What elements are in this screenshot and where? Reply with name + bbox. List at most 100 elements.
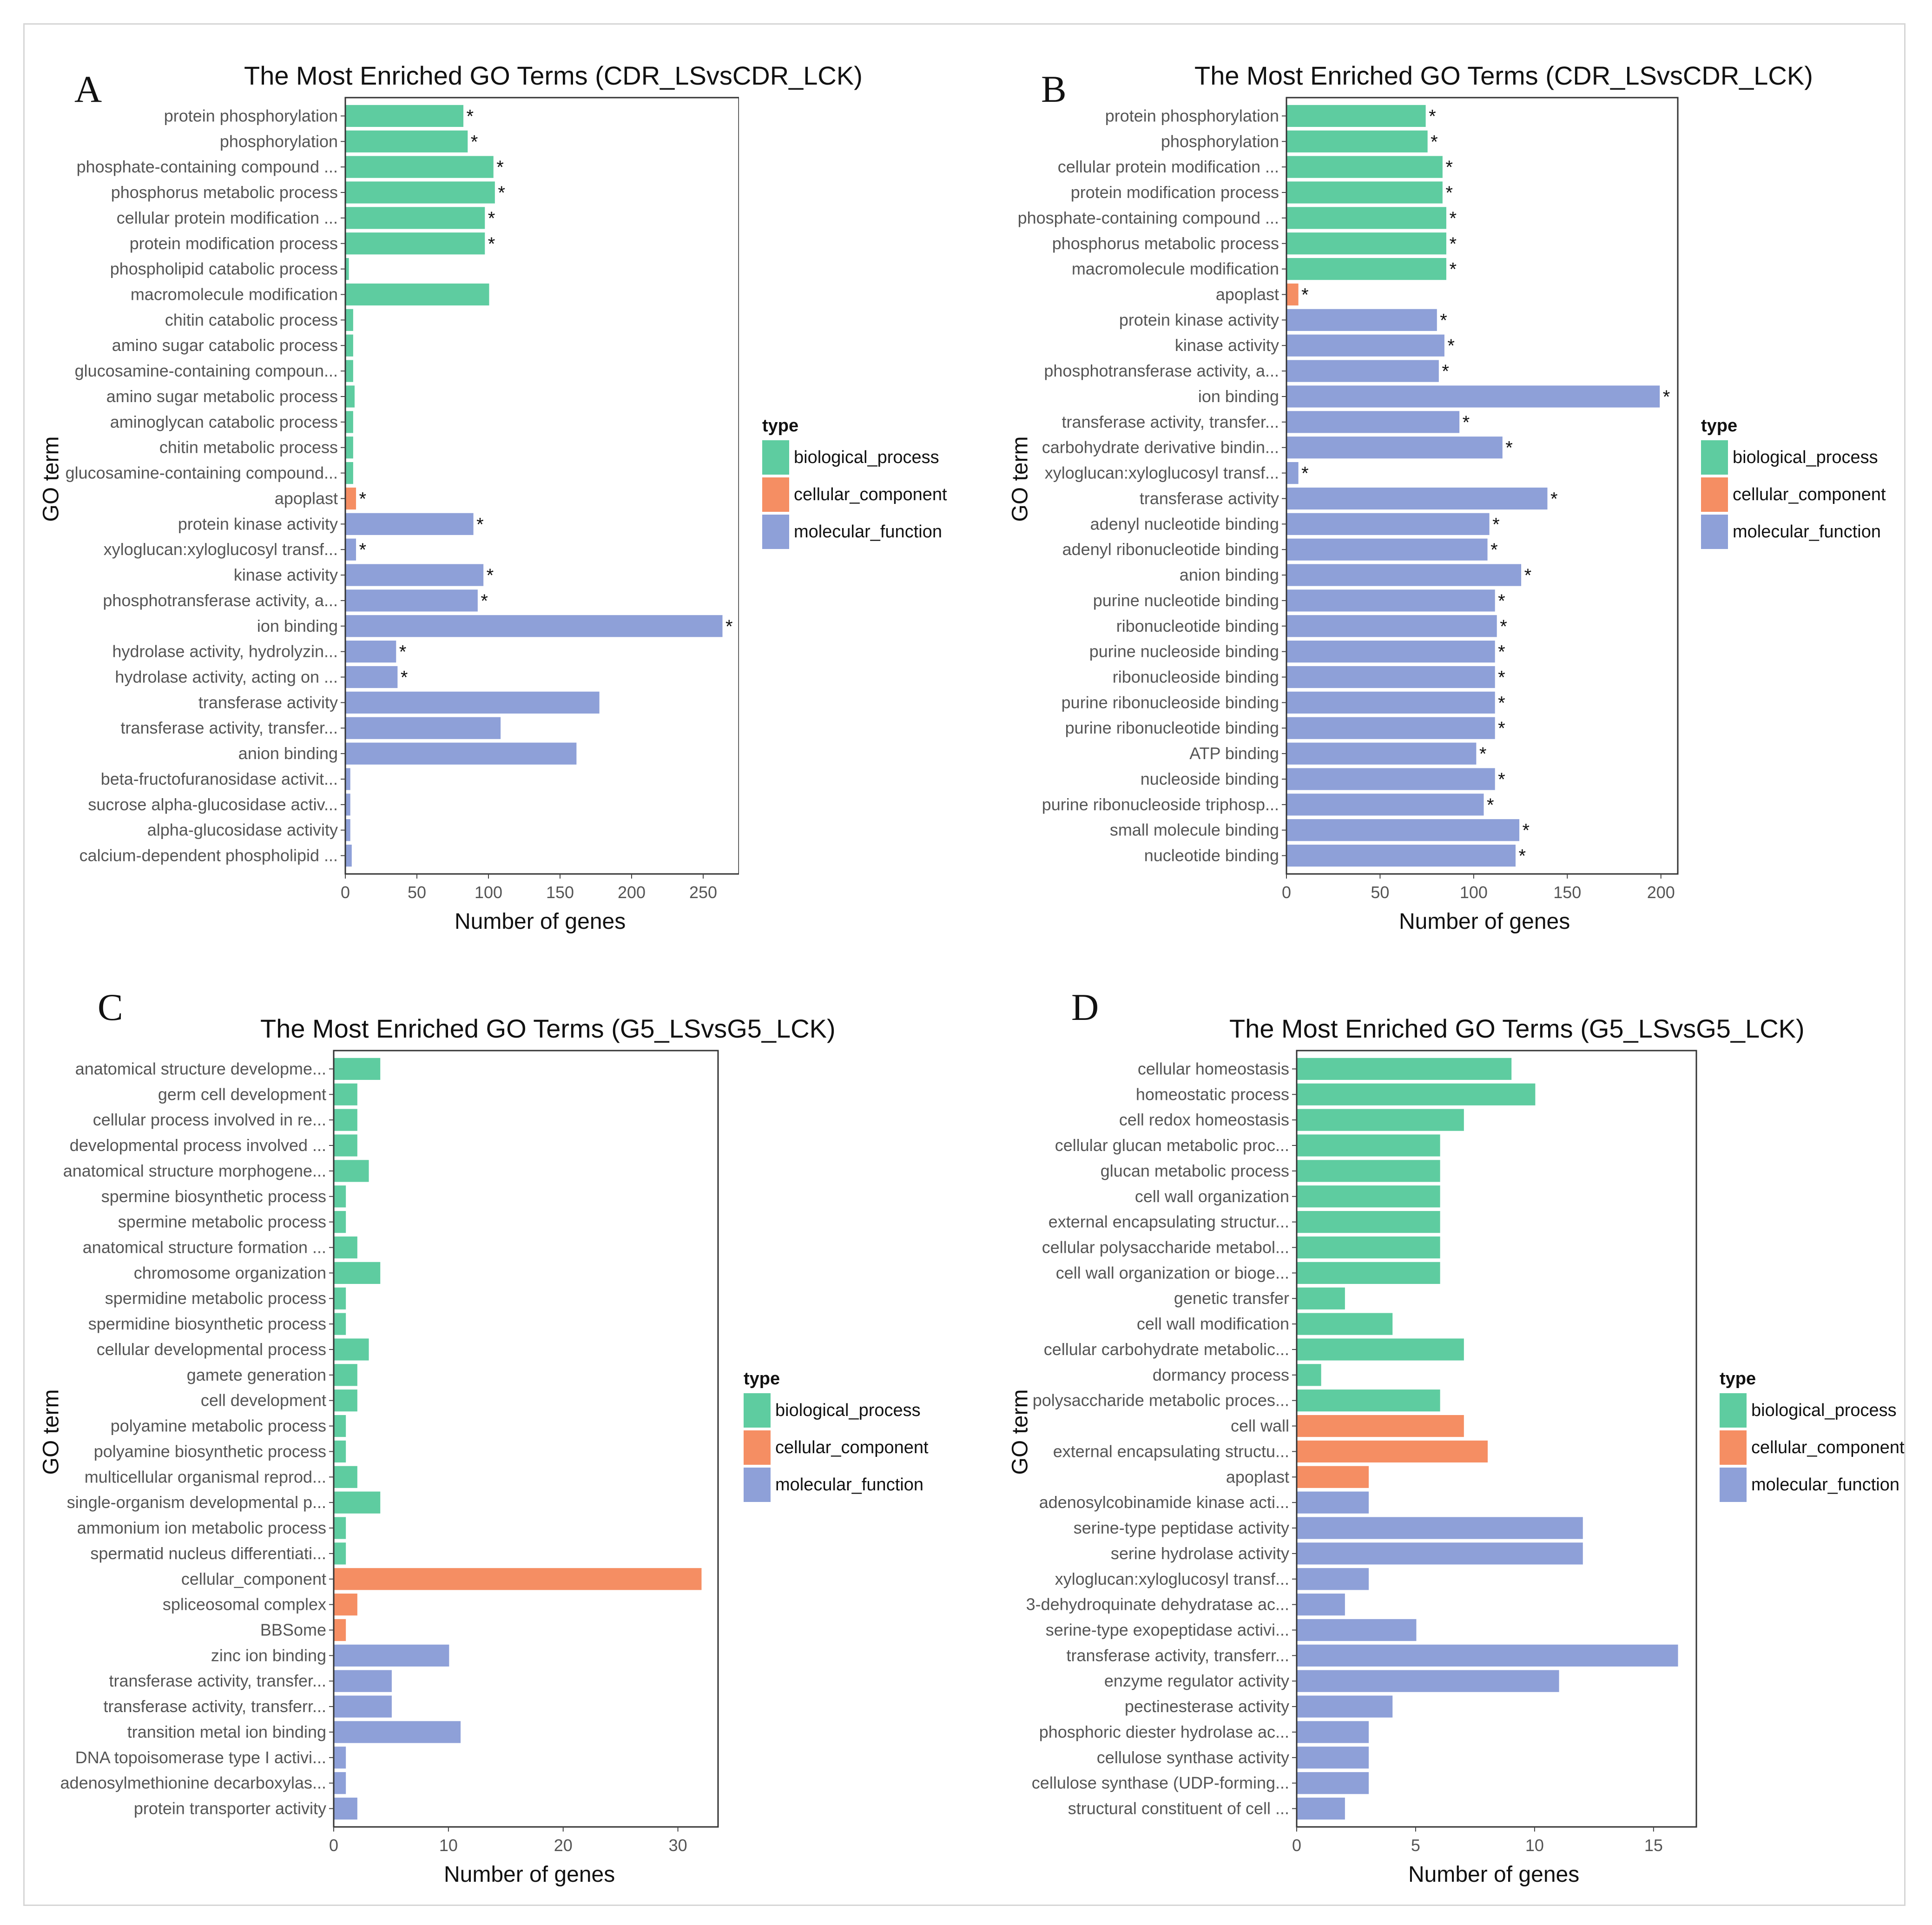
significance-star: * xyxy=(1445,183,1453,203)
x-tick-label: 150 xyxy=(546,883,574,902)
chart-title: The Most Enriched GO Terms (G5_LSvsG5_LC… xyxy=(1229,1014,1805,1043)
legend-label: biological_process xyxy=(794,447,939,467)
y-tick-label: macromolecule modification xyxy=(131,285,338,304)
significance-star: * xyxy=(1498,668,1505,688)
x-tick-label: 200 xyxy=(1647,883,1675,902)
significance-star: * xyxy=(1479,744,1487,764)
bar xyxy=(1287,844,1516,867)
bar xyxy=(346,615,723,637)
legend-label: biological_process xyxy=(1733,447,1878,467)
legend-item: molecular_function xyxy=(762,513,947,550)
significance-star: * xyxy=(498,183,505,203)
significance-star: * xyxy=(1442,361,1449,382)
x-axis-title: Number of genes xyxy=(1408,1862,1580,1887)
y-tick-label: gamete generation xyxy=(187,1365,326,1384)
significance-star: * xyxy=(496,157,504,178)
x-tick-label: 0 xyxy=(341,883,350,902)
bar xyxy=(346,538,356,561)
x-axis-title: Number of genes xyxy=(444,1862,615,1887)
y-tick-label: anion binding xyxy=(238,744,338,763)
y-tick-label: calcium-dependent phospholipid ... xyxy=(79,846,338,865)
bar xyxy=(1287,717,1495,739)
y-tick-label: macromolecule modification xyxy=(1072,259,1279,278)
bar xyxy=(1297,1594,1345,1616)
y-tick-label: spermine metabolic process xyxy=(118,1212,326,1231)
bar xyxy=(346,742,577,765)
bar xyxy=(346,641,396,663)
y-tick-label: homeostatic process xyxy=(1136,1085,1289,1104)
legend: type biological_process cellular_component… xyxy=(1701,416,1886,550)
x-tick-label: 20 xyxy=(554,1836,573,1855)
bar xyxy=(334,1517,346,1539)
bar xyxy=(334,1160,369,1182)
y-tick-label: polyamine biosynthetic process xyxy=(94,1442,326,1461)
y-tick-label: glucan metabolic process xyxy=(1101,1161,1289,1180)
bar xyxy=(334,1338,369,1361)
bar xyxy=(346,437,353,459)
bar xyxy=(334,1594,357,1616)
y-tick-label: cellular process involved in re... xyxy=(93,1110,326,1129)
bar xyxy=(334,1058,381,1080)
x-axis-title: Number of genes xyxy=(1399,909,1570,934)
bar xyxy=(1287,462,1299,484)
bar xyxy=(334,1364,357,1386)
y-tick-label: developmental process involved ... xyxy=(70,1136,326,1155)
legend: type biological_process cellular_component… xyxy=(1720,1369,1905,1503)
bar xyxy=(1297,1109,1464,1131)
panel-letter: D xyxy=(1071,986,1099,1028)
legend-label: molecular_function xyxy=(1733,522,1881,542)
significance-star: * xyxy=(1492,514,1500,535)
y-tick-label: beta-fructofuranosidase activit... xyxy=(101,769,338,788)
bar xyxy=(1287,589,1495,612)
significance-star: * xyxy=(1449,234,1457,254)
bar xyxy=(1297,1058,1512,1080)
significance-star: * xyxy=(1498,769,1505,790)
bar xyxy=(334,1619,346,1641)
legend-label: molecular_function xyxy=(775,1475,923,1495)
bar xyxy=(1287,691,1495,714)
legend-label: biological_process xyxy=(1751,1400,1897,1420)
legend-item: cellular_component xyxy=(1701,476,1886,513)
y-tick-label: apoplast xyxy=(1216,285,1279,304)
y-tick-label: ion binding xyxy=(1198,387,1279,406)
significance-star: * xyxy=(1449,208,1457,229)
y-tick-label: xyloglucan:xyloglucosyl transf... xyxy=(1045,463,1279,483)
panel-d: D The Most Enriched GO Terms (G5_LSvsG5_… xyxy=(960,953,1905,1906)
panel-a: A The Most Enriched GO Terms (CDR_LSvsCD… xyxy=(0,0,947,953)
y-tick-label: DNA topoisomerase type I activi... xyxy=(75,1748,326,1767)
y-tick-label: ribonucleoside binding xyxy=(1113,668,1279,687)
significance-star: * xyxy=(1498,693,1505,713)
bar xyxy=(1297,1134,1440,1157)
legend-swatch xyxy=(744,1430,771,1465)
y-tick-label: transition metal ion binding xyxy=(127,1722,326,1741)
bar xyxy=(346,385,355,408)
significance-star: * xyxy=(488,234,495,254)
bar xyxy=(346,309,353,331)
legend-label: molecular_function xyxy=(794,522,942,542)
y-tick-label: transferase activity, transferr... xyxy=(104,1697,327,1716)
panel-c: C The Most Enriched GO Terms (G5_LSvsG5_… xyxy=(0,953,941,1906)
bar xyxy=(1287,768,1495,790)
y-tick-label: kinase activity xyxy=(234,565,338,584)
legend-item: molecular_function xyxy=(744,1466,929,1503)
bar xyxy=(1287,360,1439,382)
bar xyxy=(334,1772,346,1794)
y-tick-label: cell wall organization or bioge... xyxy=(1056,1263,1289,1282)
y-tick-label: adenosylcobinamide kinase acti... xyxy=(1039,1493,1289,1512)
y-tick-label: ammonium ion metabolic process xyxy=(77,1518,326,1537)
x-tick-label: 250 xyxy=(689,883,717,902)
bar xyxy=(1287,794,1484,816)
bar xyxy=(1287,538,1488,561)
y-tick-label: cell wall xyxy=(1231,1416,1289,1435)
y-tick-label: nucleoside binding xyxy=(1141,769,1279,788)
significance-star: * xyxy=(1490,540,1498,560)
bar xyxy=(1297,1670,1559,1692)
y-tick-label: dormancy process xyxy=(1153,1365,1289,1384)
bar xyxy=(346,181,495,204)
bar xyxy=(1287,411,1460,433)
significance-star: * xyxy=(725,616,733,637)
bar xyxy=(1297,1236,1440,1259)
bar xyxy=(1287,641,1495,663)
legend-item: biological_process xyxy=(1720,1392,1905,1429)
legend-title: type xyxy=(762,416,799,436)
